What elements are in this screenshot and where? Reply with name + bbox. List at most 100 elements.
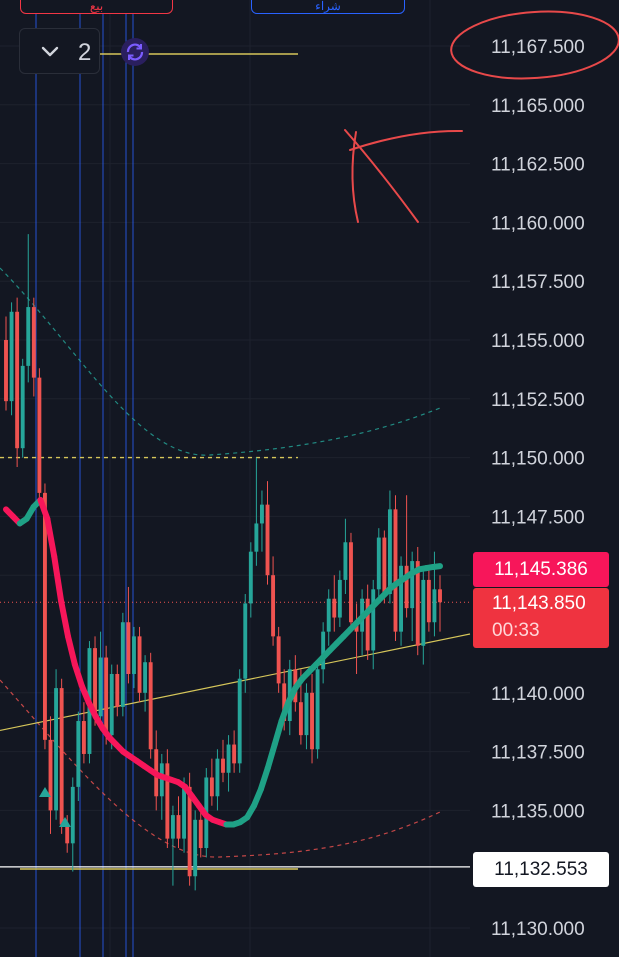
candle-body xyxy=(271,575,276,637)
candle-body xyxy=(371,589,376,651)
chevron-down-icon xyxy=(41,46,59,57)
y-tick-label: 11,157.500 xyxy=(491,272,585,293)
candle-body xyxy=(37,377,42,493)
candle-body xyxy=(187,786,192,877)
candle-body xyxy=(165,763,170,839)
last-price-value: 11,143.850 xyxy=(492,593,586,614)
candle-body xyxy=(432,589,437,623)
candle-body xyxy=(59,688,64,825)
candle-body xyxy=(237,678,242,764)
upper-band xyxy=(0,267,441,456)
y-tick-label: 11,152.500 xyxy=(491,390,585,411)
candle-body xyxy=(438,589,442,603)
candle-body xyxy=(421,579,426,646)
sell-button[interactable]: بيع xyxy=(20,0,173,14)
y-tick-label: 11,147.500 xyxy=(491,507,585,528)
interval-selector[interactable]: 2 xyxy=(19,28,100,74)
candle-body xyxy=(310,692,314,750)
candle-body xyxy=(349,542,353,623)
bar-countdown: 00:33 xyxy=(492,620,540,641)
crosshair-price-label: 11,132.553 xyxy=(473,852,609,887)
candle-body xyxy=(54,688,59,811)
candle-body xyxy=(215,758,220,797)
candle-body xyxy=(399,565,403,632)
candle-body xyxy=(159,763,164,797)
candle-body xyxy=(326,598,331,632)
candle-body xyxy=(120,622,125,707)
y-tick-label: 11,137.500 xyxy=(491,743,585,764)
y-tick-label: 11,155.000 xyxy=(491,331,585,352)
candle-body xyxy=(93,648,97,717)
candle-body xyxy=(132,636,136,674)
candle-body xyxy=(232,744,237,764)
candle-body xyxy=(98,657,103,717)
candle-body xyxy=(26,307,31,366)
candle-body xyxy=(104,657,109,736)
y-tick-label: 11,140.000 xyxy=(491,684,585,705)
candle-body xyxy=(176,815,181,839)
candle-body xyxy=(109,673,114,736)
candle-body xyxy=(81,721,86,754)
candle-body xyxy=(404,565,409,609)
lower-band xyxy=(0,679,441,858)
candle-body xyxy=(382,537,387,595)
candle-body xyxy=(276,636,281,684)
candle-body xyxy=(321,631,326,670)
y-tick-label: 11,150.000 xyxy=(491,449,585,470)
moving-average-segment xyxy=(430,563,443,570)
candle-body xyxy=(387,509,392,595)
candle-body xyxy=(304,692,309,736)
candle-body xyxy=(148,662,153,750)
last-price-label: 11,143.850 00:33 xyxy=(473,588,609,648)
moving-average-line xyxy=(3,496,443,828)
candle-body xyxy=(315,669,320,750)
candle-body xyxy=(4,340,8,402)
moving-average-segment xyxy=(257,765,271,793)
sync-icon[interactable] xyxy=(120,37,150,67)
candle-body xyxy=(182,786,186,839)
candle-body xyxy=(254,523,259,552)
moving-average-segment xyxy=(65,633,78,668)
moving-average-segment xyxy=(37,496,51,522)
candle-body xyxy=(70,786,75,844)
candle-body xyxy=(126,622,131,674)
buy-button[interactable]: شراء xyxy=(251,0,405,14)
candle-body xyxy=(143,662,148,693)
moving-average-segment xyxy=(51,553,65,605)
candle-body xyxy=(20,365,25,449)
arrow-annotation xyxy=(344,129,419,223)
moving-average-segment xyxy=(278,699,292,725)
candle-body xyxy=(76,721,81,787)
arrow-annotation xyxy=(351,131,359,223)
signal-marker xyxy=(59,817,71,827)
candle-body xyxy=(265,504,270,576)
candle-body xyxy=(221,758,225,773)
candle-body xyxy=(376,537,381,590)
candle-body xyxy=(170,815,175,839)
moving-average-segment xyxy=(58,598,71,640)
candle-body xyxy=(193,819,198,877)
moving-average-segment xyxy=(264,741,278,772)
candle-body xyxy=(48,739,53,811)
y-tick-label: 11,167.500 xyxy=(491,37,585,58)
moving-average-segment xyxy=(71,661,85,689)
y-tick-label: 11,160.000 xyxy=(491,213,585,234)
candle-body xyxy=(198,819,203,849)
candle-body xyxy=(115,673,120,707)
candle-body xyxy=(209,777,214,797)
candle-body xyxy=(343,542,348,580)
signal-marker xyxy=(39,787,51,797)
candle-body xyxy=(248,551,253,604)
interval-count: 2 xyxy=(78,39,92,66)
candle-body xyxy=(31,307,36,378)
y-tick-label: 11,135.000 xyxy=(491,801,585,822)
candle-body xyxy=(137,636,142,693)
candle-body xyxy=(332,598,337,618)
candle-body xyxy=(15,311,20,449)
moving-average-segment xyxy=(44,515,58,560)
candle-body xyxy=(243,603,248,679)
y-tick-label: 11,130.000 xyxy=(491,919,585,940)
arrow-annotation xyxy=(349,129,463,151)
moving-average-segment xyxy=(271,718,285,748)
